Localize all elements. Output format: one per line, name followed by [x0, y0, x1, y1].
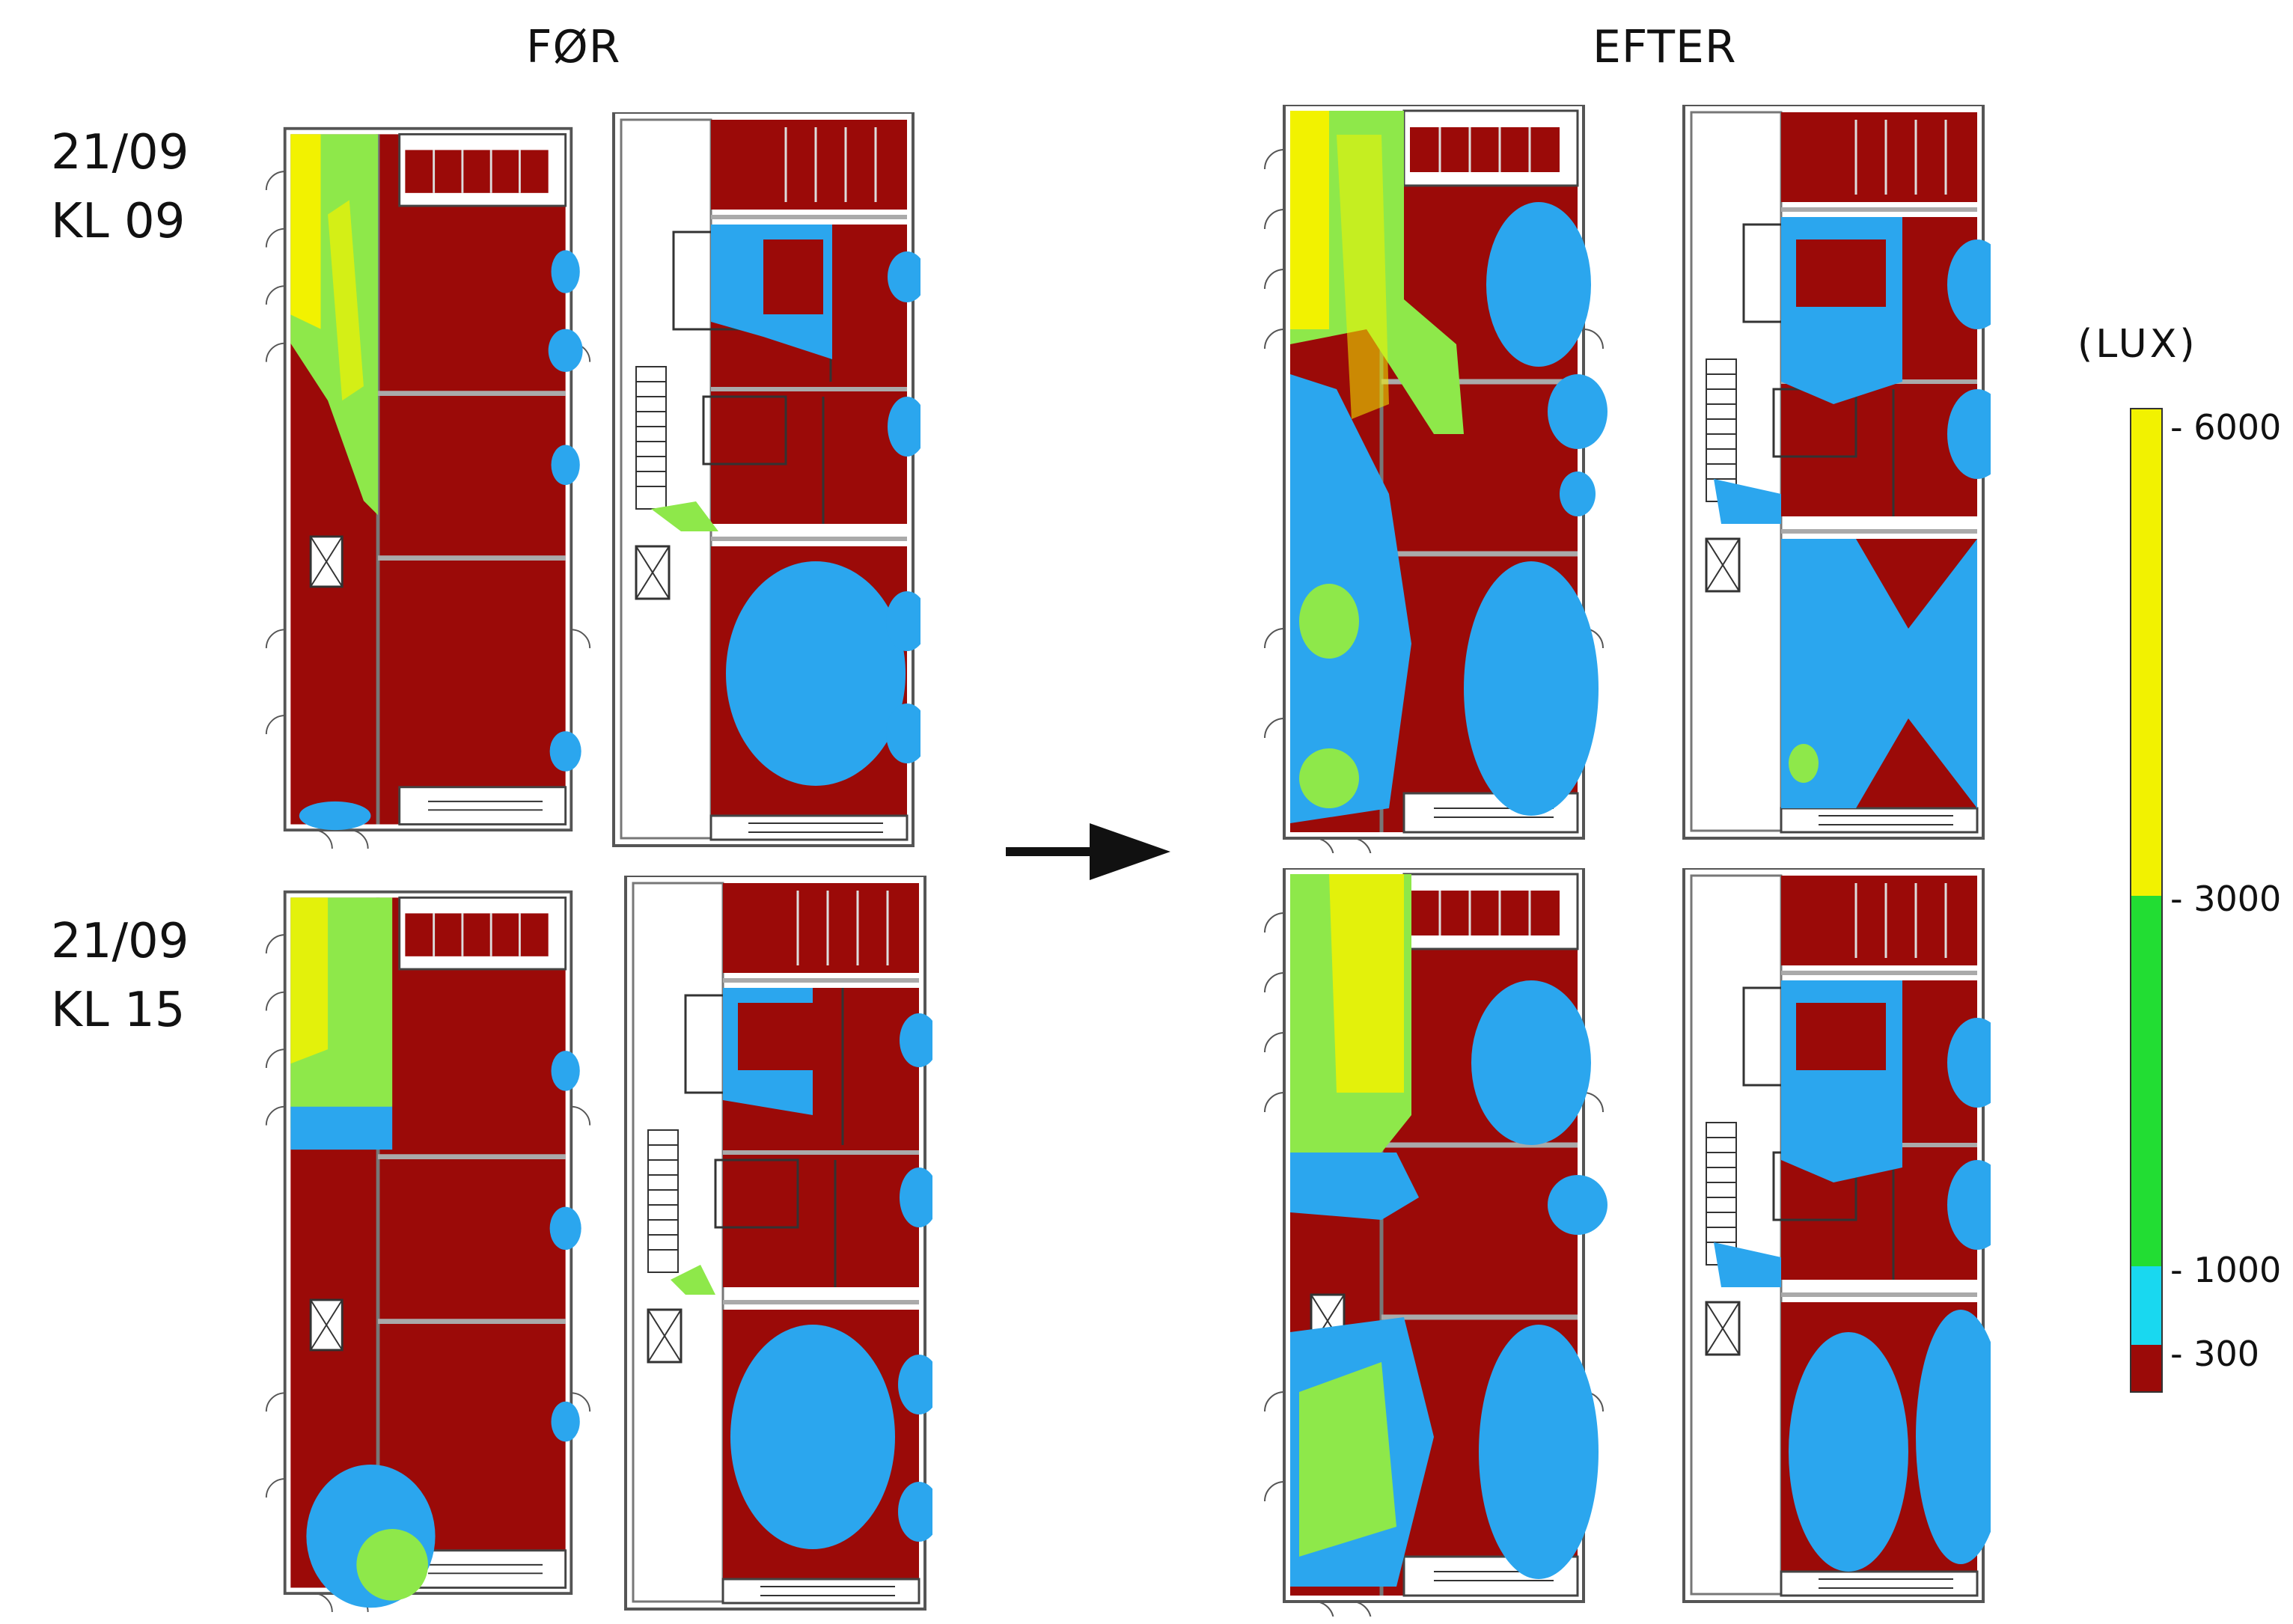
row-date: 21/09: [51, 125, 189, 180]
plan-after-15-left: [1262, 868, 1607, 1617]
legend-tick-6000: - 6000: [2170, 407, 2282, 448]
legend-color-bar: [2130, 408, 2163, 1393]
arrow-right-icon: [1006, 823, 1170, 880]
before-header: FØR: [526, 21, 621, 73]
legend-segment-1000-300: [2131, 1266, 2161, 1345]
legend-segment-3000-1000: [2131, 896, 2161, 1266]
plan-after-09-left: [1262, 105, 1607, 853]
legend-unit-label: (LUX): [2077, 322, 2198, 367]
row-time: KL 09: [51, 194, 186, 249]
legend-tick-300: - 300: [2170, 1334, 2260, 1374]
row-time: KL 15: [51, 983, 186, 1038]
legend-segment-6000-3000: [2131, 409, 2161, 896]
plan-before-15-right: [618, 876, 932, 1624]
plan-before-09-left: [263, 112, 593, 861]
after-header: EFTER: [1593, 21, 1737, 73]
legend-segment-below-300: [2131, 1345, 2161, 1391]
plan-after-15-right: [1676, 868, 1991, 1617]
row-label-afternoon: 21/09 KL 15: [51, 907, 189, 1045]
row-label-morning: 21/09 KL 09: [51, 118, 189, 256]
legend-tick-1000: - 1000: [2170, 1250, 2282, 1290]
plan-before-15-left: [263, 876, 593, 1624]
plan-after-09-right: [1676, 105, 1991, 853]
plan-before-09-right: [606, 112, 920, 861]
row-date: 21/09: [51, 914, 189, 969]
legend-tick-3000: - 3000: [2170, 879, 2282, 919]
